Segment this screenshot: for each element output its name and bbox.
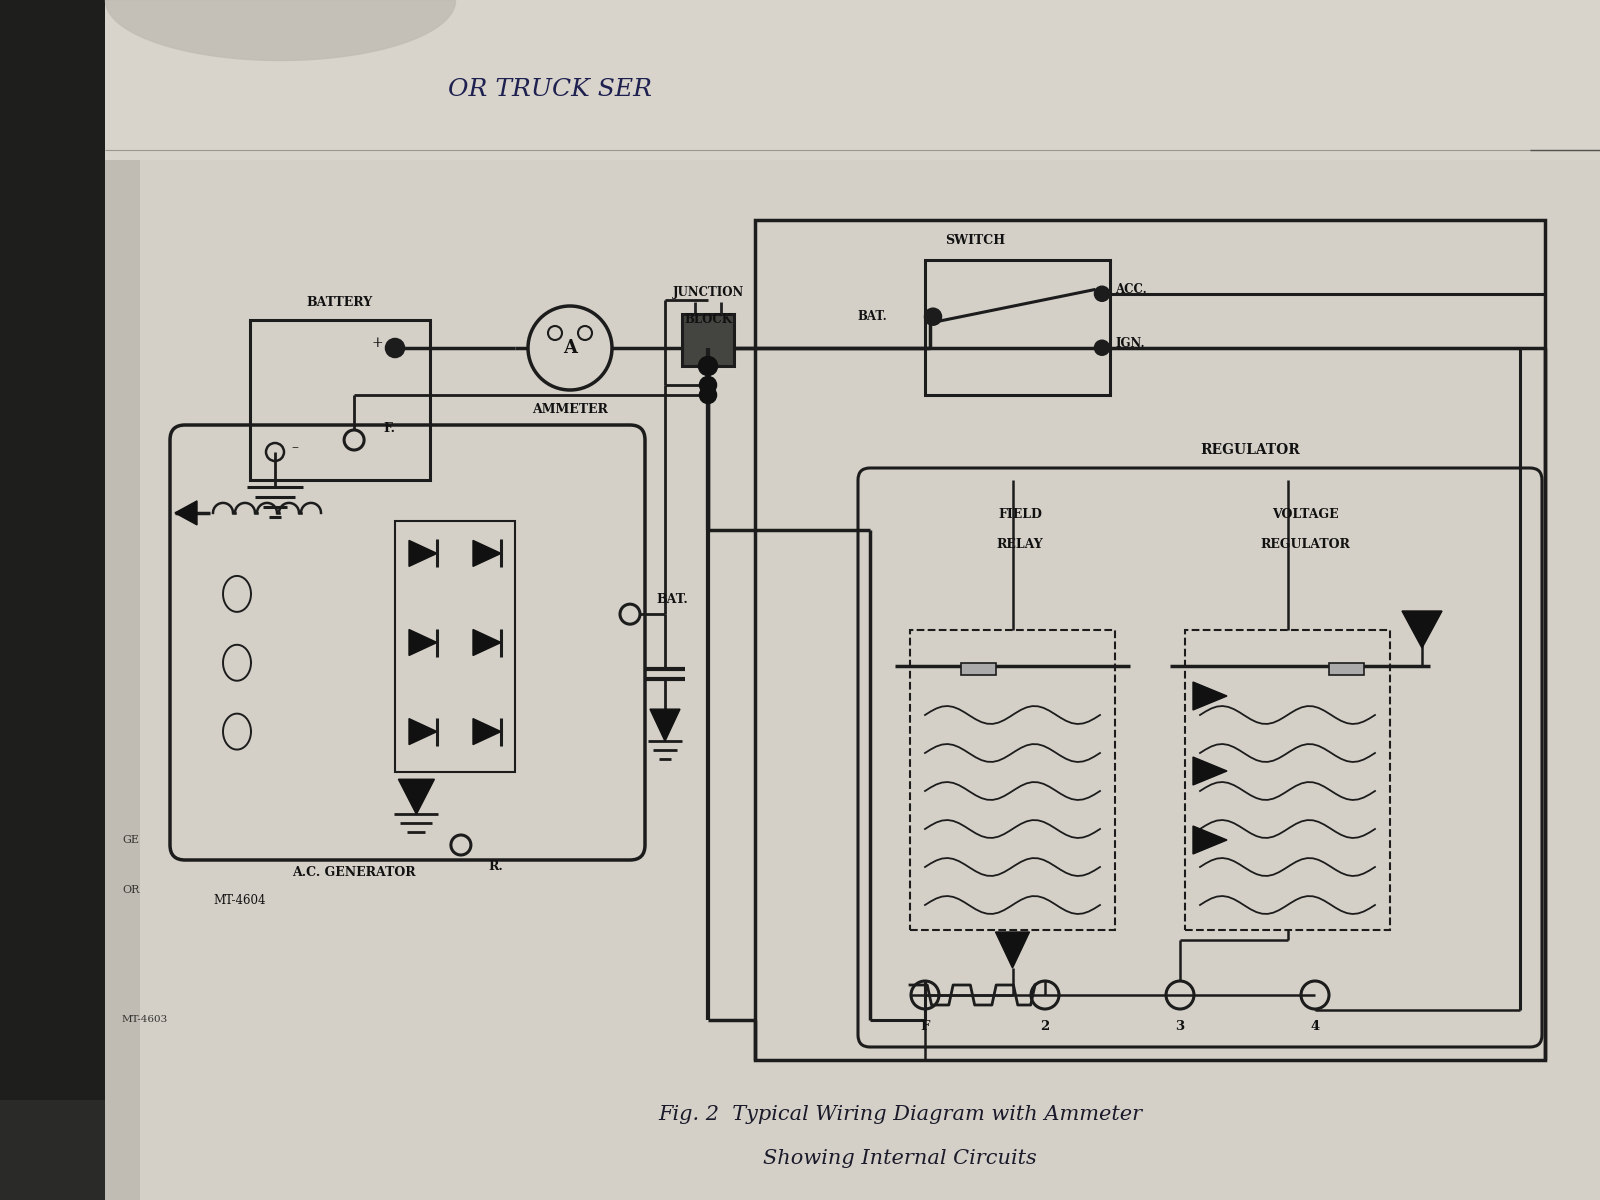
Text: MT-4603: MT-4603 [122, 1015, 168, 1025]
Text: R.: R. [488, 860, 504, 874]
Text: REGULATOR: REGULATOR [1261, 539, 1350, 552]
Text: AMMETER: AMMETER [533, 403, 608, 416]
Text: OR: OR [122, 886, 139, 895]
Circle shape [699, 356, 717, 374]
Bar [682, 314, 734, 366]
Bar [0, 350, 106, 1100]
Text: –: – [291, 440, 299, 454]
Bar [106, 0, 1600, 160]
Text: MT-4604: MT-4604 [214, 894, 266, 906]
Polygon shape [995, 932, 1029, 968]
Text: VOLTAGE: VOLTAGE [1272, 509, 1338, 522]
Bar [250, 320, 430, 480]
Text: Showing Internal Circuits: Showing Internal Circuits [763, 1148, 1037, 1168]
Circle shape [701, 377, 717, 392]
Polygon shape [410, 719, 437, 744]
Text: BLOCK: BLOCK [685, 313, 733, 326]
Polygon shape [410, 630, 437, 655]
Text: IGN.: IGN. [1115, 337, 1144, 350]
Text: BATTERY: BATTERY [307, 295, 373, 308]
Text: ACC.: ACC. [1115, 283, 1147, 296]
Text: REGULATOR: REGULATOR [1200, 443, 1299, 457]
Circle shape [1094, 287, 1109, 301]
Text: GE: GE [122, 835, 139, 845]
Text: SWITCH: SWITCH [946, 234, 1005, 246]
Text: 4: 4 [1310, 1020, 1320, 1033]
Bar [962, 662, 997, 674]
Bar [910, 630, 1115, 930]
Polygon shape [174, 500, 197, 524]
Text: JUNCTION: JUNCTION [672, 287, 744, 300]
Polygon shape [650, 709, 680, 742]
Polygon shape [1194, 826, 1227, 854]
Polygon shape [1194, 757, 1227, 785]
Text: OR TRUCK SER: OR TRUCK SER [448, 78, 653, 102]
Circle shape [701, 386, 717, 403]
Text: BAT.: BAT. [656, 593, 688, 606]
Text: FIELD: FIELD [998, 509, 1042, 522]
Text: 2: 2 [1040, 1020, 1050, 1033]
Circle shape [925, 308, 941, 325]
Circle shape [386, 338, 403, 358]
Bar [395, 521, 515, 772]
Text: Fig. 2  Typical Wiring Diagram with Ammeter: Fig. 2 Typical Wiring Diagram with Ammet… [658, 1105, 1142, 1124]
Text: F: F [920, 1020, 930, 1033]
Text: +: + [371, 336, 382, 350]
Text: F.: F. [382, 421, 395, 434]
Bar [925, 260, 1110, 395]
Bar [0, 0, 106, 350]
Bar [106, 0, 141, 1200]
Polygon shape [1402, 611, 1442, 648]
Text: BAT.: BAT. [858, 310, 886, 323]
Bar [0, 1100, 106, 1200]
Polygon shape [474, 719, 501, 744]
Bar [1186, 630, 1390, 930]
Polygon shape [474, 540, 501, 566]
Polygon shape [410, 540, 437, 566]
Bar [755, 220, 1546, 1060]
Text: A: A [563, 338, 578, 356]
Polygon shape [474, 630, 501, 655]
Circle shape [1094, 341, 1109, 355]
Text: 3: 3 [1176, 1020, 1184, 1033]
Text: A.C. GENERATOR: A.C. GENERATOR [293, 866, 416, 880]
Polygon shape [1194, 682, 1227, 710]
Bar [1328, 662, 1363, 674]
Polygon shape [398, 779, 434, 815]
Text: RELAY: RELAY [997, 539, 1043, 552]
